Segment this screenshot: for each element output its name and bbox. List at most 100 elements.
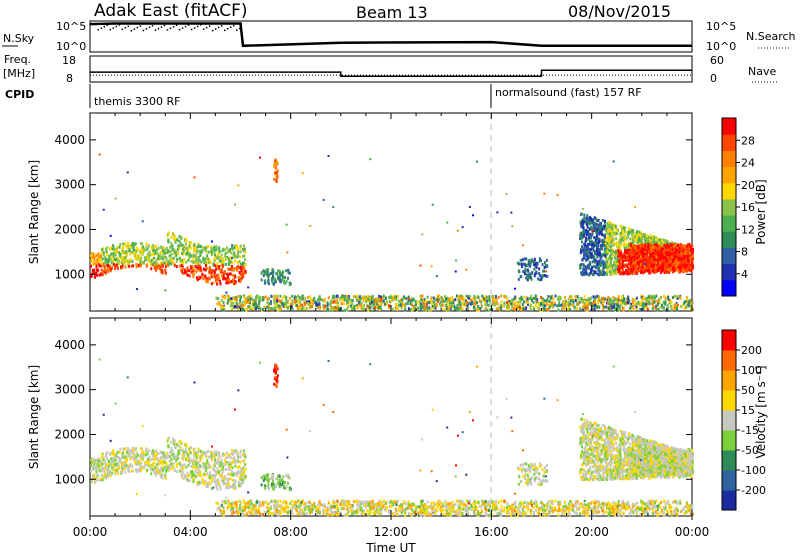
power-cell — [610, 231, 613, 235]
power-cell — [364, 299, 367, 303]
power-cell — [221, 264, 224, 268]
power-cell — [627, 248, 630, 252]
power-cell — [623, 301, 626, 305]
power-cell — [642, 308, 645, 312]
power-cell — [625, 301, 628, 305]
power-cell — [181, 265, 184, 269]
power-cell — [619, 271, 622, 275]
power-cell — [90, 273, 93, 277]
power-cell — [133, 248, 136, 252]
power-cell — [597, 260, 600, 264]
power-cell — [456, 304, 459, 308]
power-cell — [341, 296, 344, 300]
power-cell — [167, 239, 170, 243]
power-cell — [606, 249, 609, 253]
power-cell — [166, 261, 169, 265]
power-cell — [616, 299, 619, 303]
power-cell — [529, 276, 532, 280]
power-cell — [530, 294, 533, 298]
power-cell — [98, 273, 101, 277]
power-cell — [372, 306, 375, 310]
power-cell — [139, 248, 142, 252]
power-cell — [653, 257, 656, 261]
power-cell — [322, 303, 325, 307]
power-cell — [239, 255, 242, 259]
power-cell — [279, 294, 282, 298]
power-cell — [173, 264, 176, 268]
power-cell — [658, 241, 661, 245]
power-cell — [614, 242, 617, 246]
power-cell — [543, 304, 546, 308]
power-cell — [260, 271, 263, 275]
power-cell — [593, 256, 596, 260]
power-cell — [520, 295, 523, 299]
power-cell — [627, 235, 630, 239]
power-cell — [192, 275, 195, 279]
nsearch-dot — [211, 29, 214, 32]
nsearch-dot — [229, 26, 232, 28]
power-cell — [268, 302, 271, 306]
power-cell — [609, 224, 612, 228]
power-cell — [195, 251, 198, 255]
power-cell — [526, 278, 529, 282]
power-cell — [588, 262, 591, 266]
power-cell — [593, 226, 596, 230]
power-cell — [543, 261, 546, 265]
power-cell — [512, 307, 515, 311]
power-cell — [569, 299, 572, 303]
power-cell — [336, 298, 339, 302]
power-cell — [593, 301, 596, 305]
power-cell — [594, 265, 597, 269]
power-cell — [614, 269, 617, 273]
power-cell — [222, 260, 225, 264]
power-cell — [239, 278, 242, 282]
power-cell — [438, 295, 441, 299]
power-cell — [602, 307, 605, 311]
power-cell — [192, 272, 195, 276]
power-cell — [356, 294, 359, 298]
power-cell — [365, 297, 368, 301]
power-cell — [660, 303, 663, 307]
power-cell — [244, 271, 247, 275]
power-cell — [582, 228, 585, 232]
power-cell — [592, 272, 595, 276]
power-cell — [514, 295, 517, 299]
power-cell — [656, 262, 659, 266]
power-cell — [106, 246, 109, 250]
power-cell — [621, 232, 624, 236]
power-cell — [642, 301, 645, 305]
power-cell — [584, 249, 587, 253]
power-cell — [671, 248, 674, 252]
power-cell — [249, 297, 252, 301]
power-cell — [268, 306, 271, 310]
power-cell — [307, 295, 310, 299]
nsearch-dot — [145, 28, 148, 30]
power-cell — [93, 268, 96, 272]
power-cell — [589, 260, 592, 264]
power-cell — [336, 301, 339, 305]
power-cell — [635, 253, 638, 257]
power-cell — [279, 273, 282, 277]
power-cell — [165, 264, 168, 268]
power-cell — [589, 247, 592, 251]
power-cell — [625, 297, 628, 301]
power-cell — [598, 273, 601, 277]
power-cell — [220, 308, 223, 312]
power-cell — [622, 237, 625, 241]
power-cell — [208, 258, 211, 262]
power-cell — [582, 263, 585, 267]
power-cell — [497, 295, 500, 299]
power-cell — [212, 262, 215, 266]
power-cell — [585, 233, 588, 237]
power-cell — [220, 253, 223, 257]
power-cell — [590, 303, 593, 307]
power-cell — [267, 278, 270, 282]
power-cell — [676, 305, 679, 309]
power-cell — [500, 308, 503, 312]
power-cell — [291, 299, 294, 303]
power-cell — [111, 266, 114, 270]
power-cell — [114, 267, 117, 271]
power-cell — [600, 247, 603, 251]
power-cell — [635, 296, 638, 300]
